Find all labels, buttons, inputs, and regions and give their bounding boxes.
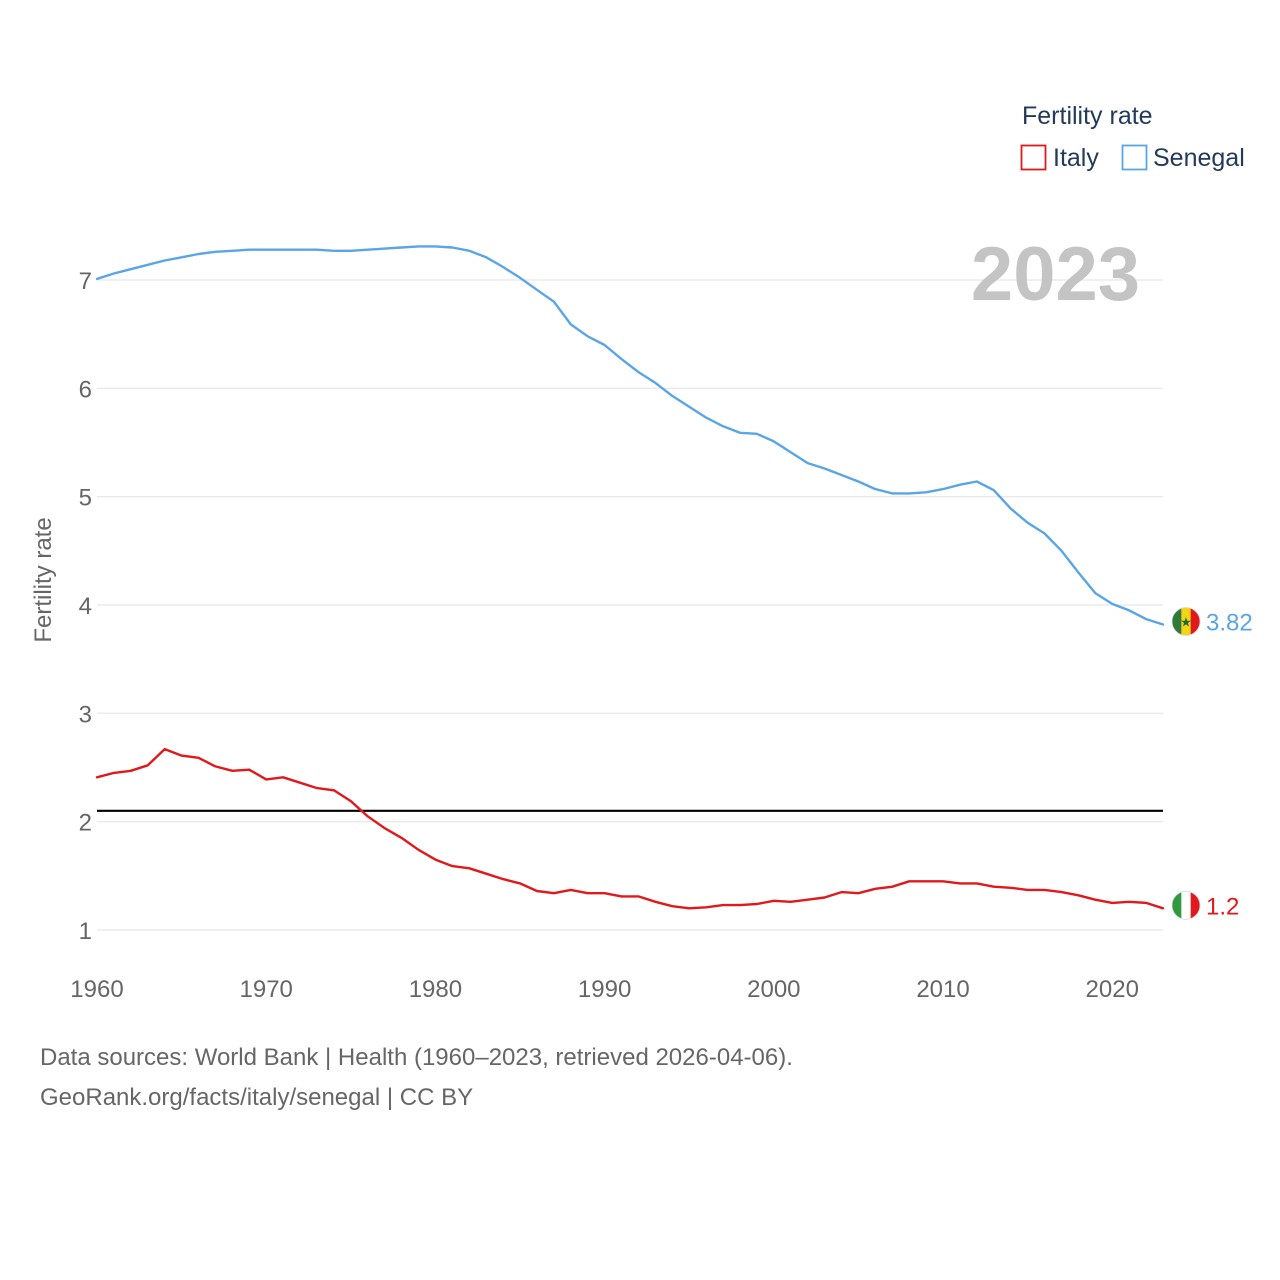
senegal-flag-icon: ★ [1171,607,1201,636]
x-tick-label-2000: 2000 [747,976,800,1003]
y-axis-label: Fertility rate [30,517,57,642]
x-axis-ticks: 1960 1970 1980 1990 2000 2010 2020 [70,976,1139,1003]
y-tick-label-6: 6 [79,376,92,403]
x-tick-label-1960: 1960 [70,976,123,1003]
x-tick-label-2020: 2020 [1086,976,1139,1003]
grid-lines [97,279,1163,931]
y-tick-label-1: 1 [79,918,92,945]
svg-text:★: ★ [1180,615,1192,630]
series-lines [95,245,1165,910]
x-tick-label-1990: 1990 [578,976,631,1003]
legend-label-senegal: Senegal [1153,144,1245,172]
footer-source: Data sources: World Bank | Health (1960–… [40,1044,793,1071]
y-tick-label-5: 5 [79,485,92,512]
legend-title: Fertility rate [1022,102,1153,130]
y-tick-label-4: 4 [79,593,92,620]
legend-item-senegal[interactable]: Senegal [1121,144,1245,172]
legend: Fertility rate Italy Senegal [1020,102,1245,172]
y-tick-label-3: 3 [79,701,92,728]
current-year-label: 2023 [971,232,1140,317]
legend-label-italy: Italy [1053,144,1099,172]
series-line-italy [95,747,1165,910]
end-value-label-senegal: 3.82 [1206,610,1253,637]
legend-swatch-senegal [1121,144,1148,171]
y-tick-label-2: 2 [79,810,92,837]
series-end-markers: 1.2 ★ 3.82 [1171,607,1253,920]
italy-flag-icon [1171,890,1201,920]
series-line-senegal [95,245,1165,626]
y-tick-label-7: 7 [79,268,92,295]
end-value-label-italy: 1.2 [1206,893,1239,920]
legend-item-italy[interactable]: Italy [1020,144,1100,172]
x-tick-label-1980: 1980 [409,976,462,1003]
y-axis-ticks: 1 2 3 4 5 6 7 [79,268,92,945]
x-tick-label-2010: 2010 [916,976,969,1003]
legend-swatch-italy [1020,144,1047,171]
footer-link: GeoRank.org/facts/italy/senegal | CC BY [40,1084,474,1111]
x-tick-label-1970: 1970 [240,976,293,1003]
